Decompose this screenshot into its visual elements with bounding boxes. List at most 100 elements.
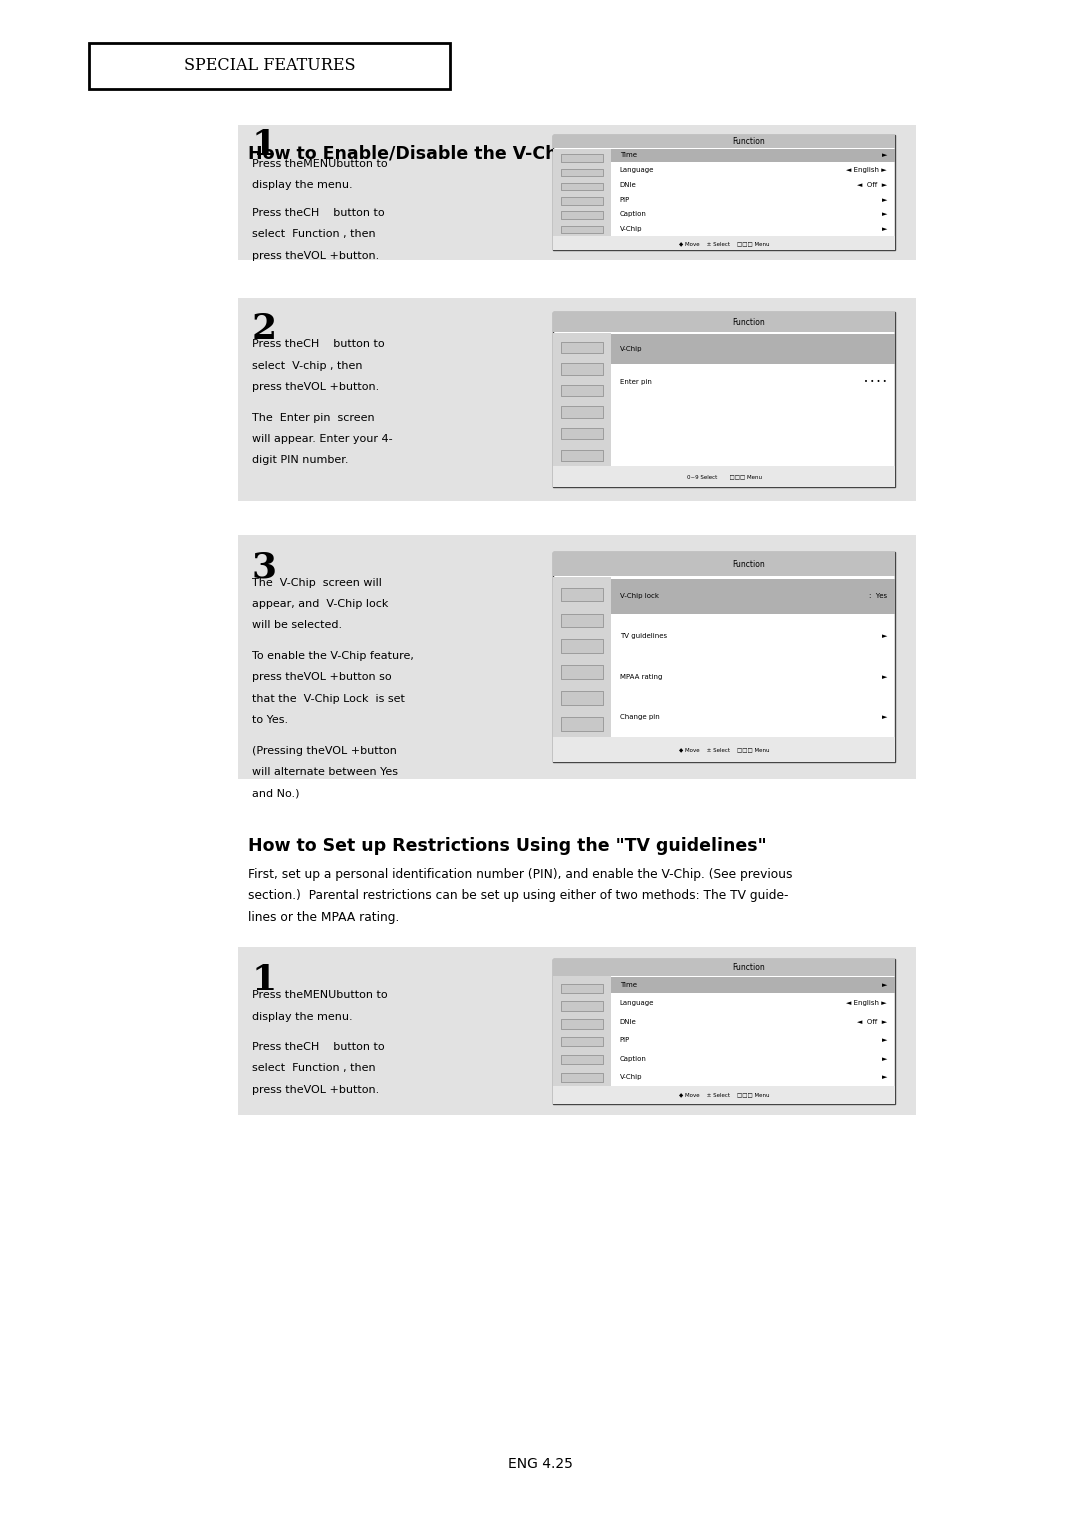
Text: :  Yes: : Yes	[868, 593, 887, 599]
Text: press theVOL +button.: press theVOL +button.	[252, 251, 379, 261]
Text: will alternate between Yes: will alternate between Yes	[252, 767, 397, 778]
Text: PIP: PIP	[620, 197, 630, 203]
Text: ►: ►	[881, 1074, 887, 1080]
Text: The  Enter pin  screen: The Enter pin screen	[252, 413, 375, 423]
Bar	[238, 125, 916, 260]
Text: 3: 3	[252, 550, 276, 584]
Text: ►: ►	[881, 634, 887, 639]
Text: To enable the V-Chip feature,: To enable the V-Chip feature,	[252, 651, 414, 662]
Text: 1: 1	[252, 963, 276, 996]
Text: select  Function , then: select Function , then	[252, 229, 375, 240]
Bar	[562, 154, 603, 162]
Text: Function: Function	[732, 963, 765, 972]
Text: to Yes.: to Yes.	[252, 715, 287, 726]
Bar	[553, 552, 895, 576]
Text: ►: ►	[881, 226, 887, 232]
Text: ►: ►	[881, 1056, 887, 1062]
Text: press theVOL +button so: press theVOL +button so	[252, 672, 391, 683]
Text: • • • •: • • • •	[864, 379, 887, 385]
Text: select  Function , then: select Function , then	[252, 1063, 375, 1074]
Text: ◄  Off  ►: ◄ Off ►	[856, 1019, 887, 1025]
Text: ►: ►	[881, 211, 887, 217]
Bar	[562, 364, 603, 374]
Text: and No.): and No.)	[252, 788, 299, 799]
Text: The  V-Chip  screen will: The V-Chip screen will	[252, 578, 381, 588]
Text: V-Chip: V-Chip	[620, 1074, 643, 1080]
Text: V-Chip: V-Chip	[620, 226, 643, 232]
Bar	[562, 428, 603, 439]
Text: Press theMENUbutton to: Press theMENUbutton to	[252, 159, 388, 170]
Bar	[562, 197, 603, 205]
Text: ►: ►	[881, 197, 887, 203]
Bar	[238, 298, 916, 501]
Bar	[553, 134, 895, 148]
Bar	[553, 1086, 895, 1103]
Text: Language: Language	[620, 167, 654, 173]
Bar	[562, 1073, 603, 1082]
Bar	[553, 312, 895, 332]
Text: ►: ►	[881, 153, 887, 159]
Bar	[562, 984, 603, 993]
Bar	[553, 148, 611, 237]
Text: ◄ English ►: ◄ English ►	[847, 167, 887, 173]
Text: MPAA rating: MPAA rating	[620, 674, 662, 680]
Text: TV guidelines: TV guidelines	[620, 634, 666, 639]
Bar	[611, 976, 895, 993]
Bar	[562, 211, 603, 219]
Bar	[553, 736, 895, 762]
Text: Function: Function	[732, 138, 765, 145]
Text: ►: ►	[881, 983, 887, 989]
Text: ◆ Move    ± Select    □□□ Menu: ◆ Move ± Select □□□ Menu	[679, 1093, 769, 1097]
Text: ►: ►	[881, 674, 887, 680]
Text: Press theCH    button to: Press theCH button to	[252, 208, 384, 219]
Text: Change pin: Change pin	[620, 714, 660, 720]
Text: display the menu.: display the menu.	[252, 180, 352, 191]
Text: DNIe: DNIe	[620, 1019, 636, 1025]
Text: Caption: Caption	[620, 211, 647, 217]
Bar	[562, 717, 603, 730]
Text: ◆ Move    ± Select    □□□ Menu: ◆ Move ± Select □□□ Menu	[679, 747, 769, 752]
Text: ►: ►	[881, 1038, 887, 1044]
Text: digit PIN number.: digit PIN number.	[252, 455, 348, 466]
Text: Press theMENUbutton to: Press theMENUbutton to	[252, 990, 388, 1001]
Text: press theVOL +button.: press theVOL +button.	[252, 1085, 379, 1096]
Bar	[553, 237, 895, 251]
Bar	[611, 335, 895, 364]
Bar	[562, 168, 603, 176]
Text: ◄ English ►: ◄ English ►	[847, 1001, 887, 1007]
Text: (Pressing theVOL +button: (Pressing theVOL +button	[252, 746, 396, 756]
Bar	[562, 449, 603, 461]
Text: V-Chip lock: V-Chip lock	[620, 593, 659, 599]
Bar	[562, 665, 603, 678]
Bar	[562, 614, 603, 626]
Text: SPECIAL FEATURES: SPECIAL FEATURES	[184, 57, 355, 75]
Bar	[553, 466, 895, 487]
Bar	[562, 342, 603, 353]
Bar	[562, 639, 603, 652]
Bar	[611, 148, 895, 162]
Text: Caption: Caption	[620, 1056, 647, 1062]
Bar	[553, 976, 611, 1086]
Text: ◆ Move    ± Select    □□□ Menu: ◆ Move ± Select □□□ Menu	[679, 241, 769, 246]
Bar	[553, 578, 611, 736]
Text: Press theCH    button to: Press theCH button to	[252, 339, 384, 350]
Text: will be selected.: will be selected.	[252, 620, 341, 631]
Text: ►: ►	[881, 714, 887, 720]
Text: Time: Time	[620, 983, 637, 989]
Text: 0~9 Select       □□□ Menu: 0~9 Select □□□ Menu	[687, 474, 761, 478]
Text: Function: Function	[732, 318, 765, 327]
Text: First, set up a personal identification number (PIN), and enable the V-Chip. (Se: First, set up a personal identification …	[248, 868, 793, 882]
Bar	[562, 1038, 603, 1047]
Bar	[562, 385, 603, 396]
Bar	[562, 406, 603, 417]
Bar	[553, 134, 895, 251]
Text: select  V-chip , then: select V-chip , then	[252, 361, 362, 371]
Text: that the  V-Chip Lock  is set: that the V-Chip Lock is set	[252, 694, 405, 704]
Text: ENG 4.25: ENG 4.25	[508, 1456, 572, 1471]
Bar	[562, 1019, 603, 1028]
Text: PIP: PIP	[620, 1038, 630, 1044]
Text: lines or the MPAA rating.: lines or the MPAA rating.	[248, 911, 400, 924]
Bar	[553, 333, 611, 466]
Bar	[238, 535, 916, 779]
Text: section.)  Parental restrictions can be set up using either of two methods: The : section.) Parental restrictions can be s…	[248, 889, 788, 903]
